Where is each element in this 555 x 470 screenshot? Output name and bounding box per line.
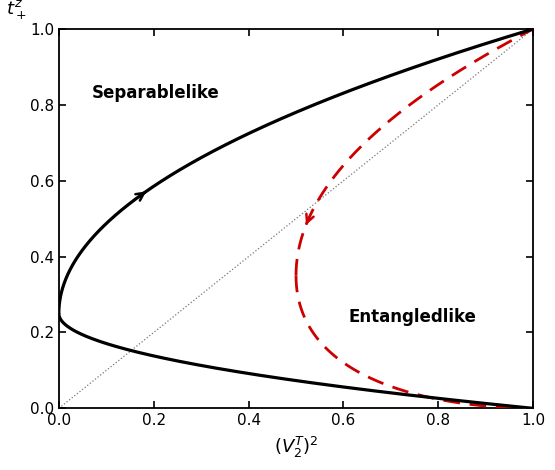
Text: Entangledlike: Entangledlike (348, 308, 476, 326)
Text: Separablelike: Separablelike (92, 85, 220, 102)
X-axis label: $(V_2^T)^2$: $(V_2^T)^2$ (274, 435, 319, 460)
Y-axis label: $t_+^z$: $t_+^z$ (6, 0, 27, 21)
